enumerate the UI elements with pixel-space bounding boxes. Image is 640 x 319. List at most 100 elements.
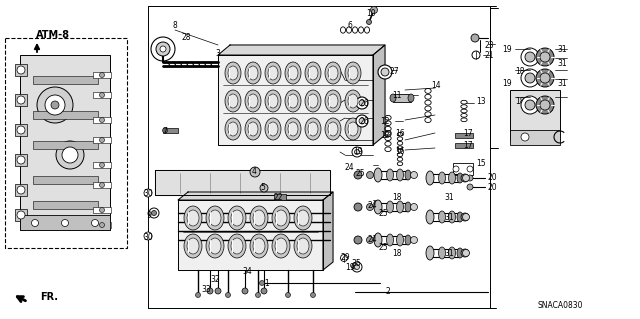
Text: 24: 24 [344,162,354,172]
Polygon shape [155,170,330,195]
Ellipse shape [187,210,199,226]
Ellipse shape [248,94,258,108]
Text: 32: 32 [210,275,220,284]
Ellipse shape [184,234,202,258]
Ellipse shape [405,170,411,180]
Circle shape [467,166,473,172]
Ellipse shape [325,90,341,112]
Circle shape [354,203,362,211]
Circle shape [525,52,535,62]
Circle shape [521,48,539,66]
Circle shape [352,262,362,272]
Ellipse shape [288,122,298,136]
Text: 16: 16 [395,146,405,155]
Ellipse shape [209,238,221,254]
Ellipse shape [294,206,312,230]
Text: 25: 25 [378,243,388,253]
Circle shape [17,211,25,219]
Text: 25: 25 [378,209,388,218]
Bar [20,55,110,230]
Ellipse shape [265,118,281,140]
Ellipse shape [438,247,445,259]
Circle shape [461,174,469,182]
Bar [453,163,473,175]
Circle shape [540,100,550,110]
Circle shape [355,150,360,154]
Ellipse shape [285,62,301,84]
Text: 18: 18 [392,249,402,257]
Circle shape [540,73,550,83]
Ellipse shape [288,66,298,80]
Text: 21: 21 [484,51,493,61]
Ellipse shape [253,210,265,226]
Ellipse shape [268,122,278,136]
Circle shape [156,42,170,56]
Text: 8: 8 [173,21,177,31]
Ellipse shape [225,90,241,112]
Polygon shape [218,45,385,55]
Bar [15,154,27,166]
Circle shape [381,68,389,76]
Ellipse shape [275,238,287,254]
Text: 9: 9 [147,211,152,220]
Ellipse shape [305,118,321,140]
Text: 2: 2 [386,287,390,296]
Text: 22: 22 [273,192,283,202]
Ellipse shape [294,234,312,258]
Ellipse shape [209,210,221,226]
Text: 13: 13 [476,97,486,106]
Text: 18: 18 [515,68,525,77]
Ellipse shape [265,62,281,84]
Bar [33,76,98,84]
Bar [274,194,286,200]
Circle shape [310,293,316,298]
Ellipse shape [449,172,456,184]
Circle shape [195,293,200,298]
Bar [33,176,98,184]
Circle shape [37,87,73,123]
Circle shape [367,236,374,243]
Circle shape [99,162,104,167]
Circle shape [207,288,213,294]
Ellipse shape [228,234,246,258]
Ellipse shape [374,168,382,182]
Circle shape [17,96,25,104]
Circle shape [152,211,157,216]
Circle shape [151,37,175,61]
Text: 29: 29 [340,253,350,262]
Circle shape [536,69,554,87]
Ellipse shape [457,173,463,183]
Text: 3: 3 [216,49,220,58]
Bar [33,201,98,209]
Bar [15,124,27,136]
Text: 31: 31 [557,79,567,88]
Ellipse shape [449,211,456,223]
Text: 12: 12 [380,131,390,140]
Text: 19: 19 [353,147,363,157]
Ellipse shape [275,210,287,226]
Circle shape [471,34,479,42]
Ellipse shape [390,94,396,102]
Ellipse shape [308,94,318,108]
Circle shape [99,93,104,98]
Text: 33: 33 [201,286,211,294]
Text: 20: 20 [487,173,497,182]
Ellipse shape [328,94,338,108]
Text: 25: 25 [355,169,365,179]
Circle shape [367,204,374,211]
Bar [93,207,111,213]
Circle shape [163,128,168,133]
Text: 14: 14 [431,81,441,91]
Ellipse shape [285,118,301,140]
Circle shape [467,184,473,190]
Bar [498,8,630,148]
Ellipse shape [387,201,394,213]
Circle shape [410,204,417,211]
Ellipse shape [253,238,265,254]
Circle shape [17,156,25,164]
Bar [20,215,110,230]
Circle shape [225,293,230,298]
Circle shape [355,264,360,270]
Circle shape [536,96,554,114]
Text: 11: 11 [392,91,402,100]
